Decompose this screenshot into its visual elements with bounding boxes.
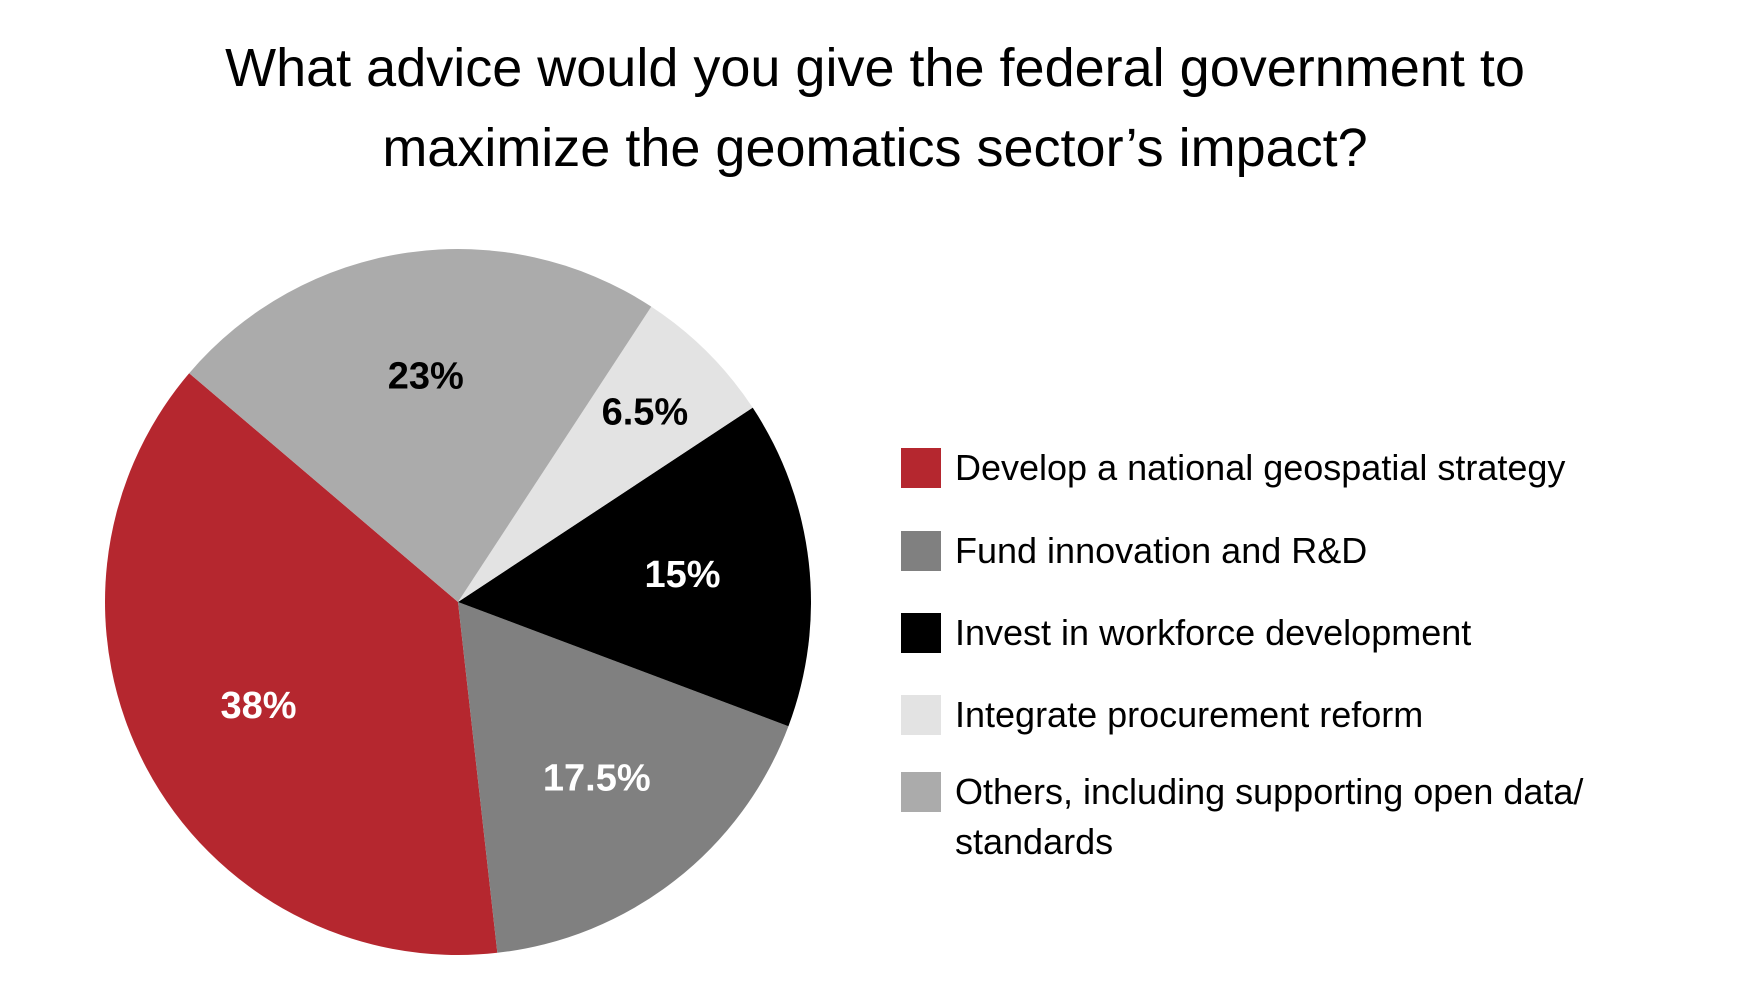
value-label: 23% [388, 355, 464, 397]
pie-slice [458, 602, 789, 953]
pie-slice [189, 249, 652, 602]
chart-title: What advice would you give the federal g… [225, 38, 1525, 178]
value-label: 15% [644, 554, 720, 596]
legend-label: Others, including supporting open data/ … [955, 771, 1584, 862]
legend-swatch [901, 613, 941, 653]
legend-label: Invest in workforce development [955, 612, 1472, 653]
legend-swatch [901, 772, 941, 812]
value-label: 38% [220, 685, 296, 727]
pie-slice [104, 373, 498, 955]
value-label: 17.5% [543, 757, 651, 799]
pie-slice [458, 306, 753, 602]
legend-label: Fund innovation and R&D [955, 530, 1368, 571]
legend-swatch [901, 448, 941, 488]
legend-swatch [901, 531, 941, 571]
legend-swatch [901, 695, 941, 735]
pie-slice [458, 407, 811, 727]
legend-label: Integrate procurement reform [955, 694, 1424, 735]
value-label: 6.5% [602, 391, 689, 433]
legend-label: Develop a national geospatial strategy [955, 447, 1566, 488]
